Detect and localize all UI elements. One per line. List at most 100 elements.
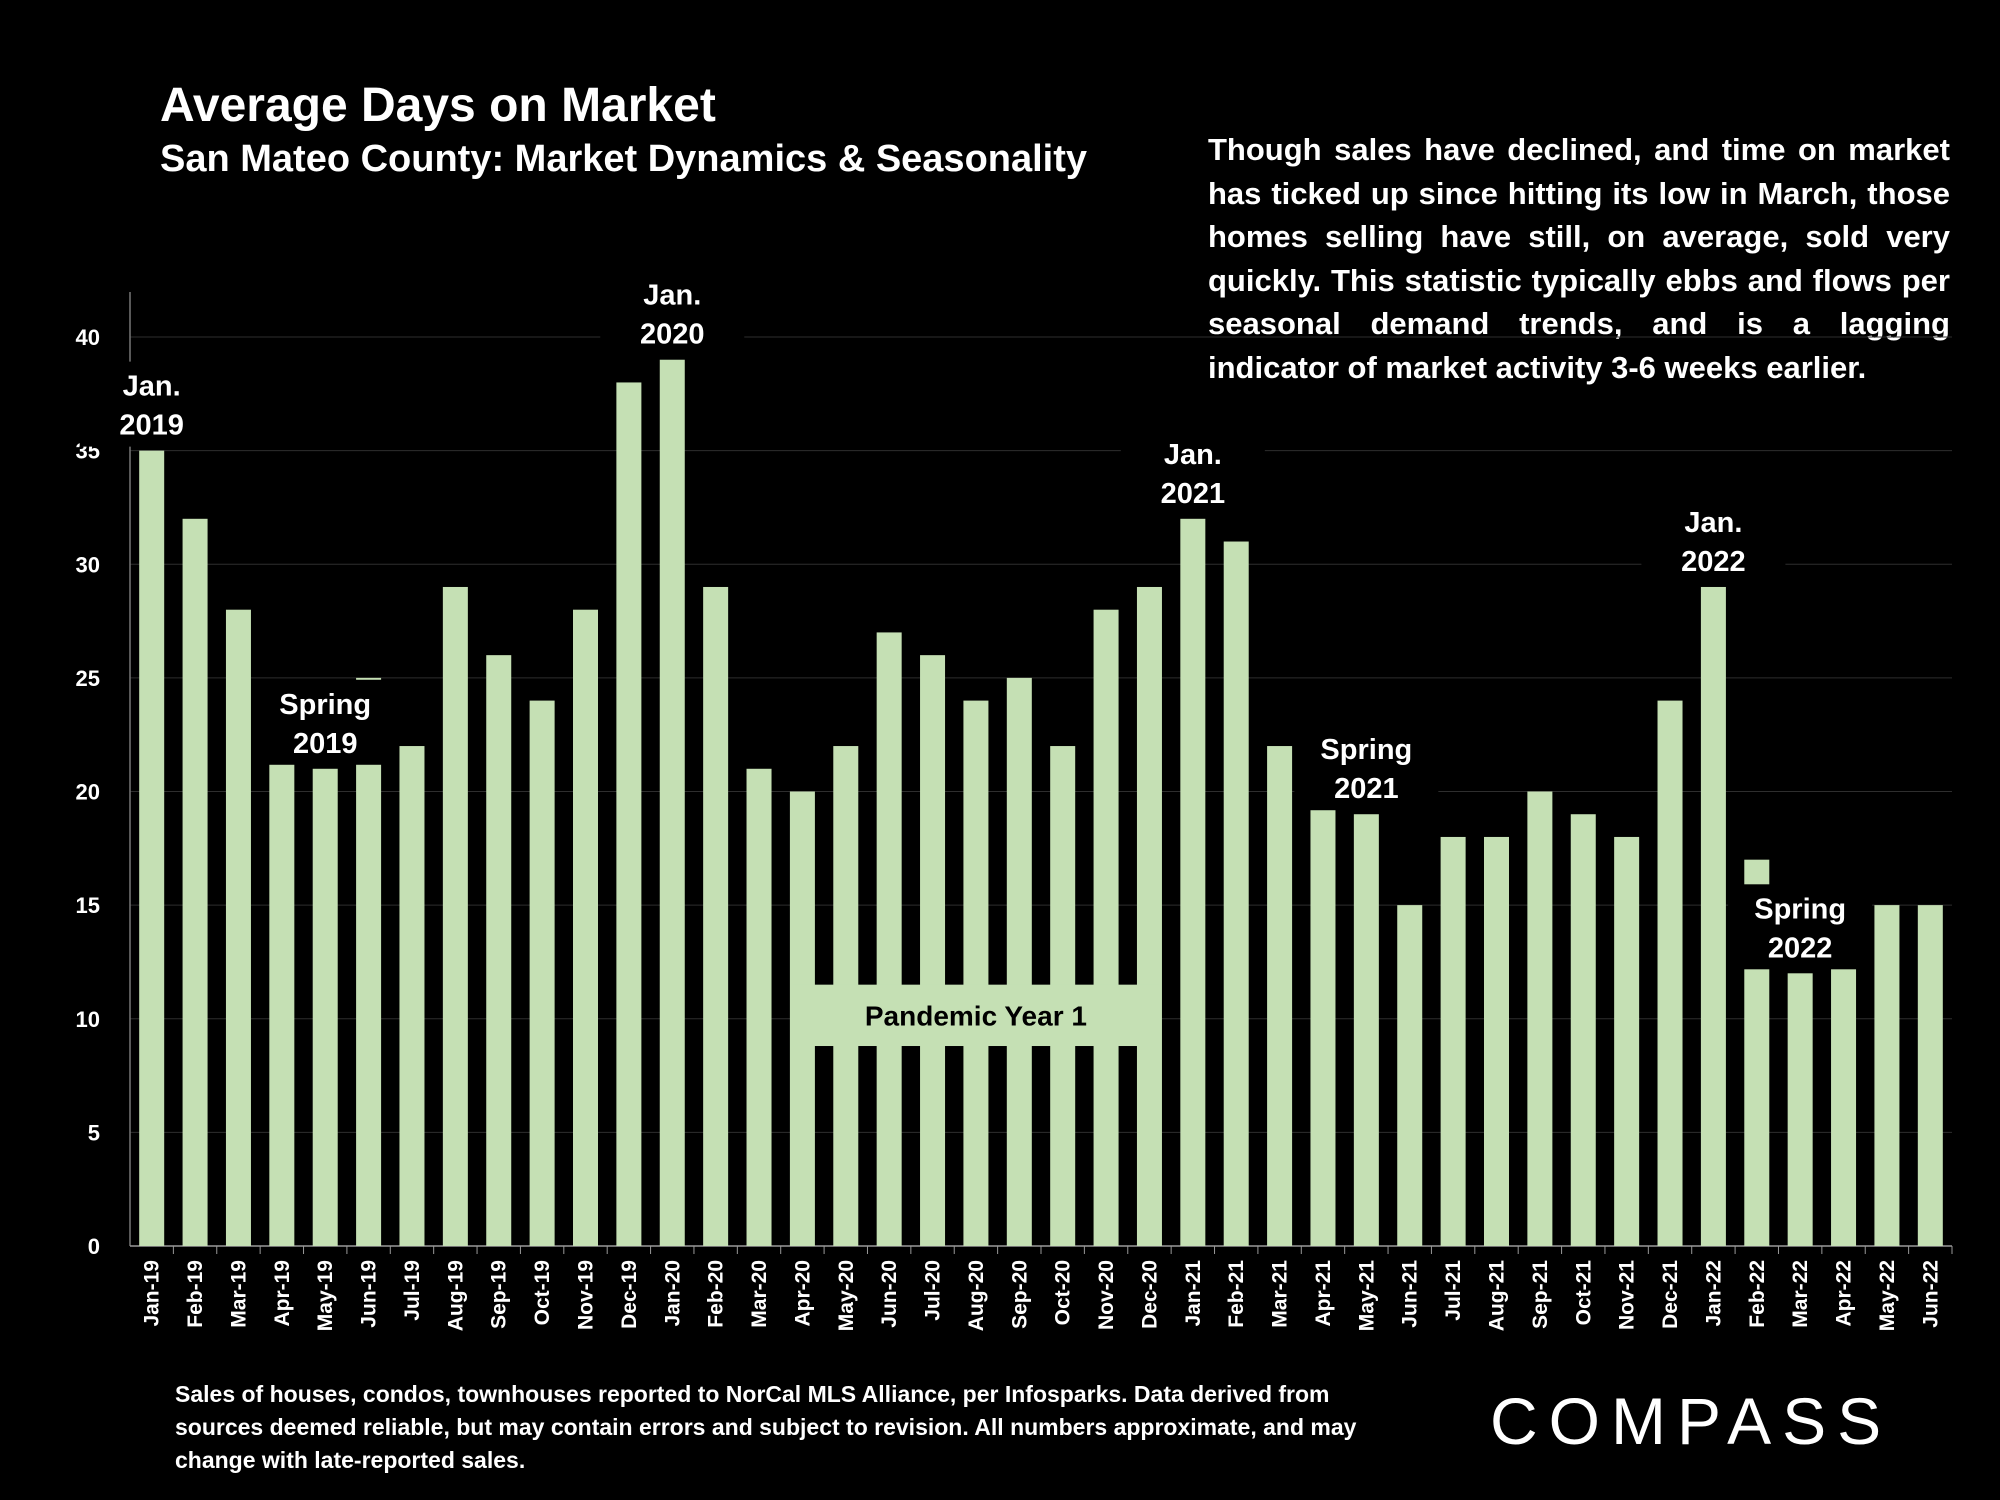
x-axis-labels: Jan-19 Feb-19 Mar-19 Apr-19 May-19 Jun-19 Jul-… [141,1246,1953,1332]
bar [1440,836,1466,1246]
bar [312,768,338,1246]
x-tick-label: Dec-20 [1138,1260,1161,1329]
bar [573,609,598,1246]
bar [1223,541,1249,1246]
bars [139,359,1943,1247]
x-tick-label: Jan-22 [1702,1260,1725,1327]
annotation-label: Jan. [1684,507,1742,539]
y-tick-label: 25 [76,666,100,691]
x-tick-label: Jul-20 [922,1260,945,1321]
x-tick-label: Oct-19 [531,1260,554,1325]
x-tick-label: Jul-21 [1442,1260,1465,1321]
y-tick-label: 5 [88,1120,100,1145]
bar [1310,768,1336,1246]
annotation-backdrop [1294,725,1439,811]
x-tick-label: Jun-22 [1919,1260,1942,1328]
x-tick-label: Mar-19 [227,1260,250,1328]
bar [616,382,642,1246]
x-tick-label: Nov-19 [575,1260,598,1330]
annotation-label: 2022 [1768,932,1833,964]
bar [182,518,208,1246]
annotation-label: 2022 [1681,546,1746,578]
annotation-label: 2020 [640,319,705,351]
annotation-backdrop [253,679,398,765]
x-tick-label: Oct-20 [1052,1260,1075,1325]
annotation-backdrop [600,270,745,356]
x-tick-label: Nov-21 [1616,1260,1639,1330]
x-tick-label: Sep-19 [488,1260,511,1329]
annotation-label: 2019 [119,410,184,442]
annotation-label: Spring [1754,893,1846,925]
bar [1180,518,1206,1246]
x-tick-label: Jan-19 [141,1260,164,1327]
annotation-label: 2019 [293,728,358,760]
y-tick-label: 30 [76,552,100,577]
bar [1657,700,1683,1246]
x-tick-label: May-20 [835,1260,858,1331]
annotation-label: Spring [279,689,371,721]
chart-title: Average Days on Market [160,79,716,132]
y-tick-label: 0 [88,1234,100,1259]
bar [1484,836,1509,1246]
annotation-label: 2021 [1161,478,1226,510]
x-tick-label: Jan-20 [661,1260,684,1327]
x-tick-label: Dec-21 [1659,1260,1682,1329]
chart-subtitle: San Mateo County: Market Dynamics & Seas… [160,138,1088,180]
x-tick-label: Feb-21 [1225,1260,1248,1328]
gridlines [130,336,1952,1133]
bar [225,609,251,1246]
x-tick-label: Jun-21 [1399,1260,1422,1328]
bar [1917,905,1943,1246]
x-tick-label: Mar-21 [1269,1260,1292,1328]
annotation-backdrop [79,361,224,447]
x-tick-label: May-19 [314,1260,337,1331]
x-tick-label: Jun-20 [878,1260,901,1328]
compass-logo: COMPASS [1490,1384,1893,1458]
x-tick-label: Sep-21 [1529,1260,1552,1329]
annotation-backdrop [1120,429,1265,515]
bar [659,359,685,1247]
x-tick-label: Apr-22 [1833,1260,1856,1327]
x-tick-label: May-21 [1355,1260,1378,1332]
bar [1093,609,1119,1246]
pandemic-band [792,984,1160,1047]
x-tick-label: Mar-22 [1789,1260,1812,1328]
x-tick-label: Sep-20 [1008,1260,1031,1329]
bar [1006,677,1032,1246]
x-tick-label: May-22 [1876,1260,1899,1331]
annotation-label: Jan. [123,371,181,403]
bar [1874,905,1900,1246]
bar [269,746,295,1246]
annotation-label: Jan. [1164,439,1222,471]
bar [876,632,902,1246]
bar [963,700,989,1246]
bar [1787,973,1813,1246]
x-tick-label: Mar-20 [748,1260,771,1328]
bar [1614,836,1640,1246]
annotation-label: Jan. [643,280,701,312]
y-tick-label: 40 [76,325,100,350]
x-tick-label: Jan-21 [1182,1260,1205,1327]
x-tick-label: Apr-19 [271,1260,294,1327]
x-tick-label: Dec-19 [618,1260,641,1329]
annotation-backdrop [1641,497,1786,583]
bar [486,655,512,1246]
x-tick-label: Aug-21 [1486,1260,1509,1331]
bar [1353,814,1379,1246]
bar [1267,746,1293,1246]
bar [442,586,468,1246]
bar [1570,814,1596,1246]
bar [139,450,165,1246]
bar [1136,586,1162,1246]
bar [746,768,772,1246]
footnote: Sales of houses, condos, townhouses repo… [175,1381,1357,1473]
bar [529,700,555,1246]
x-tick-label: Feb-22 [1746,1260,1769,1328]
y-tick-label: 20 [76,780,100,805]
x-tick-label: Feb-20 [705,1260,728,1328]
bar [920,655,946,1246]
x-tick-label: Oct-21 [1572,1260,1595,1326]
bar [1527,791,1553,1246]
bar [703,586,729,1246]
